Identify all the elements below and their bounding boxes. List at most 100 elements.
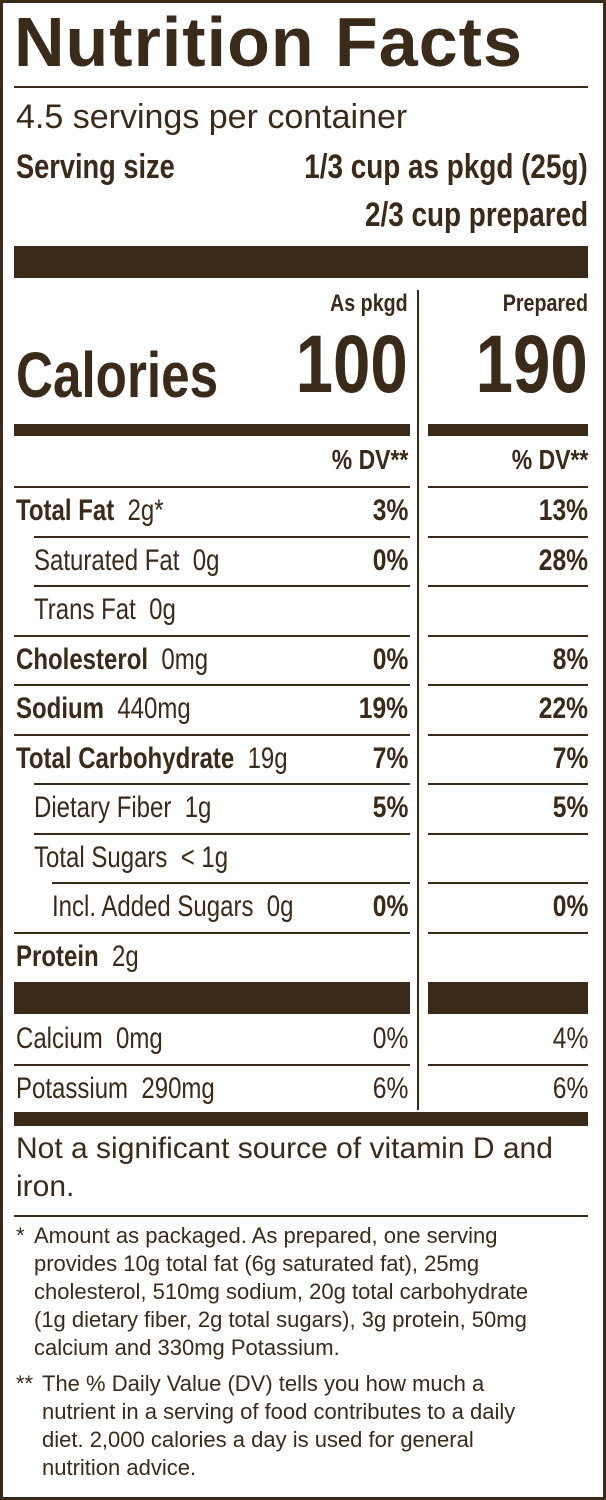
nutrient-name: Trans Fat bbox=[34, 593, 136, 626]
calories-as-pkgd: 100 bbox=[295, 319, 408, 410]
mineral-label: Calcium 0mg bbox=[16, 1022, 199, 1056]
serving-size-prepared: 2/3 cup prepared bbox=[364, 196, 588, 234]
dv-value: 0% bbox=[372, 890, 408, 923]
nutrient-text: Total Carbohydrate 19g bbox=[16, 742, 288, 776]
footnote-line: diet. 2,000 calories a day is used for g… bbox=[42, 1427, 474, 1452]
row-rule-left bbox=[34, 585, 410, 587]
dv-value: 0% bbox=[552, 890, 588, 923]
row-rule-left bbox=[14, 486, 410, 488]
dv-value: 8% bbox=[552, 642, 588, 676]
mineral-dv-pkgd: 6% bbox=[365, 1072, 408, 1106]
mineral-label: Potassium 290mg bbox=[16, 1072, 264, 1106]
mineral-text: Calcium 0mg bbox=[16, 1022, 163, 1056]
nutrient-text: Protein 2g bbox=[16, 940, 139, 974]
nutrient-label: Protein 2g bbox=[16, 940, 169, 974]
nutrient-text: Sodium 440mg bbox=[16, 692, 191, 726]
dv-header-prepared: % DV** bbox=[511, 444, 588, 475]
nutrient-amount: < 1g bbox=[167, 840, 229, 874]
footnote-line: nutrition advice. bbox=[42, 1455, 197, 1480]
row-rule-right bbox=[428, 585, 588, 587]
nutrient-amount: 19g bbox=[234, 741, 288, 775]
nutrient-amount: 0mg bbox=[148, 642, 209, 676]
dv-value: 5% bbox=[552, 791, 588, 824]
row-rule-right bbox=[428, 634, 588, 637]
nutrient-amount: 0g bbox=[253, 890, 294, 923]
nutrient-name: Sodium bbox=[16, 692, 104, 725]
nutrient-label: Trans Fat 0g bbox=[34, 593, 211, 627]
nutrient-dv-prepared: 7% bbox=[545, 742, 588, 776]
title-rule bbox=[14, 86, 588, 88]
label-title: Nutrition Facts bbox=[14, 3, 523, 81]
nutrient-dv-pkgd: 0% bbox=[365, 890, 408, 924]
nutrient-text: Incl. Added Sugars 0g bbox=[52, 890, 294, 924]
nutrient-label: Dietary Fiber 1g bbox=[34, 791, 256, 825]
dv-value: 19% bbox=[358, 692, 408, 725]
footnote-line: (1g dietary fiber, 2g total sugars), 3g … bbox=[34, 1307, 527, 1332]
nutrient-name: Protein bbox=[16, 939, 99, 973]
bottom-thick-divider bbox=[14, 1112, 588, 1126]
nutrient-dv-pkgd: 7% bbox=[365, 742, 408, 776]
footnote2: The % Daily Value (DV) tells you how muc… bbox=[42, 1370, 515, 1482]
row-rule-right bbox=[428, 882, 588, 884]
row-rule-left bbox=[14, 733, 410, 736]
dv-value: 3% bbox=[372, 494, 408, 527]
nutrient-amount: 2g bbox=[98, 939, 139, 973]
nutrient-dv-prepared: 13% bbox=[528, 494, 588, 528]
row-rule-right bbox=[428, 1064, 588, 1066]
row-rule-left bbox=[14, 1064, 410, 1066]
medium-divider-left bbox=[14, 424, 410, 436]
nutrient-text: Dietary Fiber 1g bbox=[34, 791, 211, 825]
row-rule-right bbox=[428, 733, 588, 736]
nutrient-label: Sodium 440mg bbox=[16, 692, 234, 726]
row-rule-left bbox=[34, 783, 410, 785]
row-rule-left bbox=[52, 882, 410, 884]
nutrient-amount: 0g bbox=[135, 593, 176, 626]
row-rule-left bbox=[34, 535, 410, 538]
nutrient-text: Trans Fat 0g bbox=[34, 593, 176, 627]
row-rule-left bbox=[14, 634, 410, 637]
nutrient-name: Saturated Fat bbox=[34, 543, 180, 577]
footnote-line: nutrient in a serving of food contribute… bbox=[42, 1399, 516, 1424]
mineral-name: Potassium bbox=[16, 1072, 129, 1105]
calories-prepared: 190 bbox=[475, 319, 588, 410]
nutrient-label: Total Fat 2g* bbox=[16, 494, 201, 528]
dv-value: 22% bbox=[538, 692, 588, 725]
nutrient-dv-prepared: 22% bbox=[528, 692, 588, 726]
thick-divider-left bbox=[14, 982, 410, 1014]
nutrient-dv-prepared: 5% bbox=[545, 791, 588, 825]
nutrient-amount: 2g* bbox=[114, 494, 164, 527]
nutrient-text: Total Fat 2g* bbox=[16, 494, 164, 528]
medium-divider-right bbox=[428, 424, 588, 436]
nutrient-dv-pkgd: 19% bbox=[348, 692, 408, 726]
dv-value: 6% bbox=[552, 1072, 588, 1105]
mineral-amount: 0mg bbox=[102, 1022, 163, 1055]
row-rule-right bbox=[428, 486, 588, 488]
nutrient-name: Total Fat bbox=[16, 494, 115, 527]
nutrient-dv-prepared: 0% bbox=[545, 890, 588, 924]
footnote2-marker: ** bbox=[16, 1371, 34, 1396]
servings-per-container: 4.5 servings per container bbox=[16, 98, 408, 136]
nutrient-amount: 440mg bbox=[104, 692, 191, 725]
nutrient-label: Total Sugars < 1g bbox=[34, 841, 277, 875]
mineral-dv-prepared: 4% bbox=[545, 1022, 588, 1056]
serving-size-label: Serving size bbox=[16, 148, 175, 186]
footnote-line: Amount as packaged. As prepared, one ser… bbox=[34, 1223, 498, 1248]
not-significant-line1: Not a significant source of vitamin D an… bbox=[16, 1132, 553, 1165]
serving-size-pkgd: 1/3 cup as pkgd (25g) bbox=[304, 148, 588, 186]
footnote-rule bbox=[14, 1215, 588, 1217]
dv-header-pkgd: % DV** bbox=[331, 444, 408, 475]
row-rule-right bbox=[428, 684, 588, 686]
footnote1: Amount as packaged. As prepared, one ser… bbox=[34, 1222, 528, 1362]
nutrient-dv-pkgd: 0% bbox=[365, 643, 408, 677]
nutrient-dv-pkgd: 3% bbox=[365, 494, 408, 528]
row-rule-left bbox=[14, 931, 410, 934]
nutrient-label: Total Carbohydrate 19g bbox=[16, 742, 356, 776]
footnote-line: provides 10g total fat (6g saturated fat… bbox=[34, 1251, 480, 1276]
dv-value: 0% bbox=[372, 642, 408, 676]
nutrient-text: Saturated Fat 0g bbox=[34, 544, 219, 578]
mineral-dv-prepared: 6% bbox=[545, 1072, 588, 1106]
footnote-line: calcium and 330mg Potassium. bbox=[34, 1335, 340, 1360]
footnote1-marker: * bbox=[16, 1223, 25, 1248]
nutrient-text: Cholesterol 0mg bbox=[16, 643, 208, 677]
dv-value: 6% bbox=[372, 1072, 408, 1105]
